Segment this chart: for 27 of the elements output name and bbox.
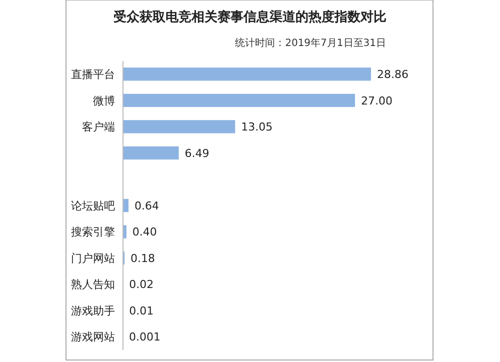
data-label: 0.01 xyxy=(129,304,154,318)
data-label: 0.64 xyxy=(134,199,159,212)
y-tick-label: 游戏网站 xyxy=(71,330,115,344)
data-label: 0.40 xyxy=(132,226,157,239)
bar xyxy=(123,120,236,134)
y-tick-label: 门户网站 xyxy=(71,252,115,265)
data-label: 6.49 xyxy=(184,146,210,160)
bar xyxy=(123,68,371,81)
y-tick-label: 论坛贴吧 xyxy=(71,199,115,212)
data-label: 0.18 xyxy=(130,252,156,265)
y-tick-label: 搜索引擎 xyxy=(71,226,115,239)
y-tick-label: 熟人告知 xyxy=(71,278,115,292)
data-label: 0.001 xyxy=(129,330,161,344)
data-label: 28.86 xyxy=(377,68,408,81)
data-label: 0.02 xyxy=(129,278,154,292)
y-tick-label: 游戏助手 xyxy=(71,304,115,318)
bar xyxy=(123,146,179,160)
chart-subtitle: 统计时间：2019年7月1日至31日 xyxy=(235,37,386,49)
bar xyxy=(123,225,126,238)
data-label: 27.00 xyxy=(361,94,393,108)
y-tick-label: 直播平台 xyxy=(71,68,115,81)
data-label: 13.05 xyxy=(241,120,273,134)
y-tick-label: 客户端 xyxy=(82,120,115,134)
chart-title: 受众获取电竞相关赛事信息渠道的热度指数对比 xyxy=(112,9,386,25)
bar xyxy=(123,94,356,107)
y-tick-label: 微博 xyxy=(93,94,115,108)
bar xyxy=(123,198,128,212)
